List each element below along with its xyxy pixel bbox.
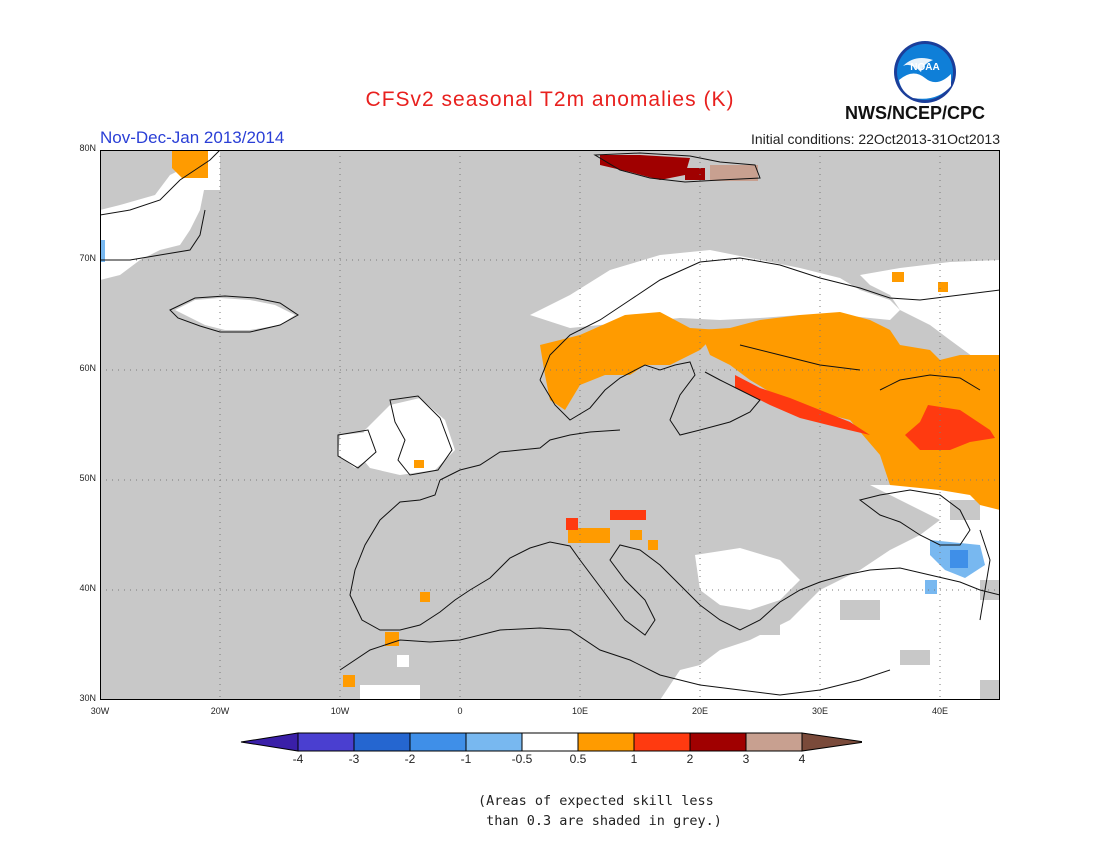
ireland-region [338,432,375,468]
forecast-period: Nov-Dec-Jan 2013/2014 [100,128,285,147]
legend-swatch [297,732,355,752]
svalbard-darkred-region [600,155,690,180]
balkans-region [695,548,800,610]
white-regions [100,150,1000,700]
legend-label: 0.5 [569,752,587,766]
north-russia-region [860,260,1000,365]
lat-label: 70N [79,253,96,263]
legend-label: -3 [348,752,360,766]
lon-label: 30W [90,706,110,716]
lon-label: 0 [457,706,463,716]
legend-swatch [353,732,411,752]
russia-region [700,312,1000,510]
legend-label: -1 [460,752,472,766]
greenland-region [100,168,205,280]
legend-arrow-high [801,732,862,752]
skill-note-line2: than 0.3 are shaded in grey.) [478,813,722,829]
lon-label: 10E [571,706,588,716]
lon-label: 40E [931,706,948,716]
legend-label: -4 [292,752,304,766]
legend-label: 3 [742,752,750,766]
lat-label: 30N [79,693,96,703]
red-regions [566,375,995,530]
svalbard-tan-region [710,165,758,181]
legend-label: -2 [404,752,416,766]
scandinavia-south-region [540,312,720,410]
color-legend [240,732,862,752]
coastlines [100,150,1000,696]
lon-label: 20E [691,706,708,716]
skill-note: (Areas of expected skill less than 0.3 a… [478,791,722,831]
legend-swatch [745,732,803,752]
noaa-logo-icon: NOAA [894,41,956,103]
legend-label: 1 [630,752,638,766]
lat-label: 50N [79,473,96,483]
orange-regions [172,150,1000,687]
lat-label: 40N [79,583,96,593]
anomaly-map [100,150,1000,700]
legend-swatch [465,732,523,752]
noaa-logo-text: NOAA [910,62,939,73]
legend-swatch [409,732,467,752]
legend-label: 4 [798,752,806,766]
legend-label: -0.5 [511,752,533,766]
lon-label: 30E [811,706,828,716]
scandinavia-north-region [530,250,900,328]
skill-note-line1: (Areas of expected skill less [478,793,714,809]
lat-label: 60N [79,363,96,373]
chart-title: CFSv2 seasonal T2m anomalies (K) [365,88,735,111]
initial-conditions: Initial conditions: 22Oct2013-31Oct2013 [750,131,1000,147]
lon-label: 20W [210,706,230,716]
lon-label: 10W [330,706,350,716]
legend-swatch [521,732,579,752]
legend-swatch [577,732,635,752]
uk-region [355,398,455,475]
southeast-region [660,485,1000,700]
legend-arrow-low [240,732,299,752]
legend-label: 2 [686,752,694,766]
iceland-region [175,298,295,330]
org-label: NWS/NCEP/CPC [845,103,986,123]
legend-swatch [633,732,691,752]
map-gridlines [100,150,1000,700]
lat-label: 80N [79,143,96,153]
legend-swatch [689,732,747,752]
